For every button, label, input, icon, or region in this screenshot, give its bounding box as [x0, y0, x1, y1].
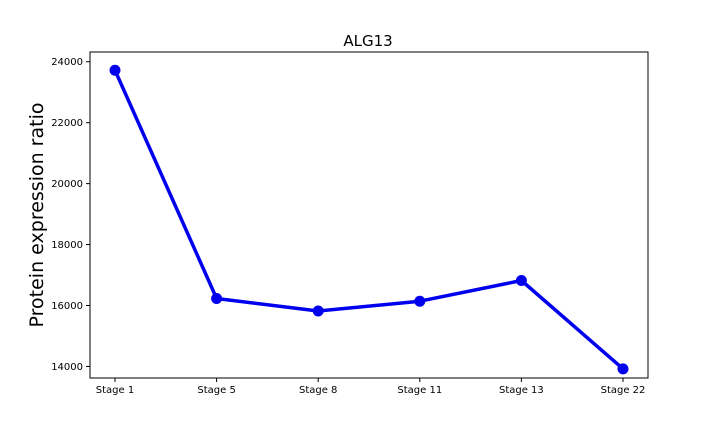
- y-tick-label: 16000: [51, 301, 83, 312]
- y-tick-label: 22000: [51, 118, 83, 129]
- data-points: [109, 64, 629, 375]
- x-axis-ticks: Stage 1 Stage 5 Stage 8 Stage 11 Stage 13 Sta…: [96, 378, 646, 396]
- x-tick-label: Stage 11: [397, 385, 442, 396]
- x-tick-label: Stage 1: [96, 385, 134, 396]
- chart-title: ALG13: [343, 32, 392, 50]
- series-line: [113, 69, 625, 371]
- data-point: [515, 275, 527, 287]
- data-point: [414, 295, 426, 307]
- data-point: [109, 64, 121, 76]
- x-tick-label: Stage 22: [601, 385, 646, 396]
- data-point: [312, 305, 324, 317]
- plot-frame: [89, 51, 649, 379]
- data-point: [617, 363, 629, 375]
- data-point: [211, 292, 223, 304]
- y-axis-label: Protein expression ratio: [26, 103, 48, 328]
- x-tick-label: Stage 13: [499, 385, 544, 396]
- y-tick-label: 20000: [51, 179, 83, 190]
- x-tick-label: Stage 5: [197, 385, 235, 396]
- y-tick-label: 24000: [51, 57, 83, 68]
- y-axis-ticks: 14000 16000 18000 20000 22000 24000: [51, 57, 90, 373]
- y-tick-label: 18000: [51, 240, 83, 251]
- y-tick-label: 14000: [51, 362, 83, 373]
- x-tick-label: Stage 8: [299, 385, 337, 396]
